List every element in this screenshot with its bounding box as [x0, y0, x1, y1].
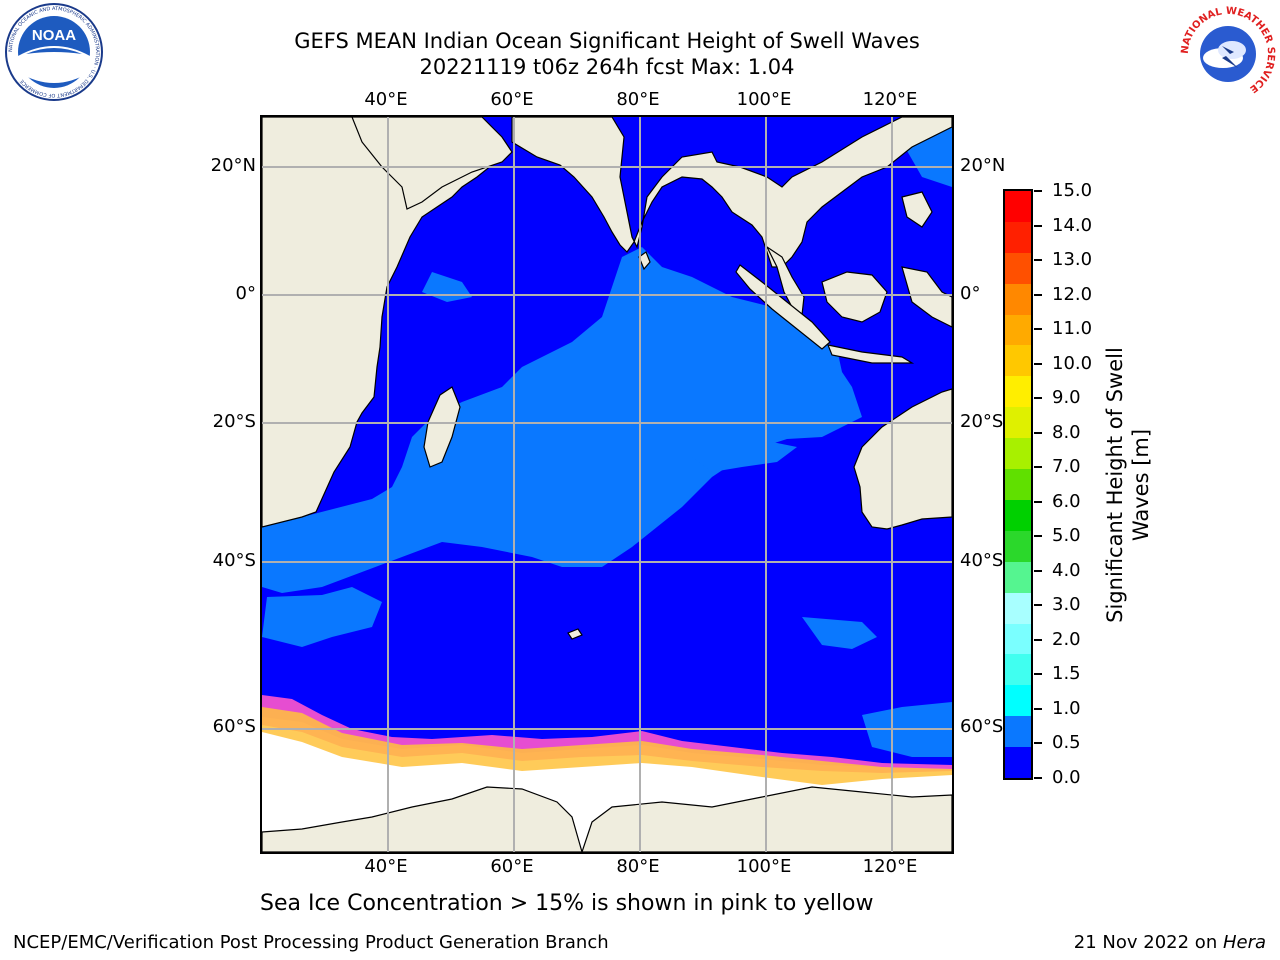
footer-host: Hera — [1222, 932, 1266, 953]
colorbar-tick — [1034, 362, 1042, 365]
colorbar-tick — [1034, 293, 1042, 296]
colorbar-tick-label: 7.0 — [1052, 456, 1081, 478]
noaa-logo: NOAA NATIONAL OCEANIC AND ATMOSPHERIC AD… — [4, 2, 104, 102]
colorbar-tick-label: 6.0 — [1052, 490, 1081, 512]
colorbar-segment — [1005, 623, 1031, 655]
colorbar-segment — [1005, 314, 1031, 346]
colorbar-segment — [1005, 437, 1031, 470]
lon-label-bottom-100e: 100°E — [736, 856, 792, 877]
colorbar-title: Significant Height of Swell Waves [m] — [1103, 347, 1153, 623]
map-panel — [260, 115, 954, 854]
colorbar-tick — [1034, 569, 1042, 572]
land — [262, 117, 952, 852]
colorbar-tick — [1034, 638, 1042, 641]
lat-label-right-20n: 20°N — [960, 155, 1006, 176]
lat-label-right-60s: 60°S — [960, 716, 1004, 737]
colorbar-segment — [1005, 375, 1031, 408]
colorbar-segment — [1005, 221, 1031, 253]
lat-label-right-0: 0° — [960, 283, 981, 304]
colorbar-tick-label: 11.0 — [1052, 318, 1093, 340]
colorbar-tick-label: 1.0 — [1052, 697, 1081, 719]
colorbar-tick-label: 1.5 — [1052, 663, 1081, 685]
colorbar-segment — [1005, 499, 1031, 531]
sea-ice-edge-yellow — [262, 707, 952, 785]
lat-label-left-20s: 20°S — [212, 411, 256, 432]
colorbar-tick-label: 0.0 — [1052, 767, 1081, 788]
colorbar-tick-label: 12.0 — [1052, 283, 1093, 305]
colorbar-tick — [1034, 673, 1042, 676]
colorbar-tick-label: 14.0 — [1052, 214, 1093, 236]
colorbar-tick-label: 13.0 — [1052, 249, 1093, 271]
lon-label-top-40e: 40°E — [364, 89, 408, 110]
colorbar-tick — [1034, 224, 1042, 227]
lon-label-bottom-120e: 120°E — [862, 856, 918, 877]
footer-date: 21 Nov 2022 on Hera — [1074, 932, 1266, 954]
lon-label-top-80e: 80°E — [616, 89, 660, 110]
colorbar-tick-label: 15.0 — [1052, 180, 1093, 201]
colorbar-tick — [1034, 742, 1042, 745]
footer-date-text: 21 Nov 2022 on — [1073, 932, 1223, 953]
colorbar-tick — [1034, 190, 1042, 192]
colorbar-tick — [1034, 466, 1042, 469]
colorbar-tick — [1034, 777, 1042, 779]
colorbar-segment — [1005, 561, 1031, 593]
colorbar-tick-label: 2.0 — [1052, 628, 1081, 650]
colorbar-tick — [1034, 535, 1042, 538]
colorbar-tick-label: 0.5 — [1052, 732, 1081, 754]
colorbar-segment — [1005, 592, 1031, 624]
colorbar-tick — [1034, 259, 1042, 262]
swell-0.5-1.0-region — [262, 117, 952, 757]
colorbar-tick-label: 5.0 — [1052, 525, 1081, 547]
lon-label-bottom-80e: 80°E — [616, 856, 660, 877]
colorbar-tick-label: 10.0 — [1052, 352, 1093, 374]
colorbar-segment — [1005, 190, 1031, 222]
map-title: GEFS MEAN Indian Ocean Significant Heigh… — [294, 29, 920, 53]
colorbar-segment — [1005, 344, 1031, 377]
colorbar-segment — [1005, 530, 1031, 562]
colorbar-tick — [1034, 328, 1042, 331]
colorbar-segment — [1005, 684, 1031, 717]
colorbar-segment — [1005, 653, 1031, 686]
colorbar-segment — [1005, 283, 1031, 315]
colorbar — [1003, 189, 1033, 780]
lon-label-bottom-40e: 40°E — [364, 856, 408, 877]
lon-label-top-60e: 60°E — [490, 89, 534, 110]
colorbar-tick-label: 9.0 — [1052, 387, 1081, 409]
lat-label-left-40s: 40°S — [212, 550, 256, 571]
colorbar-tick — [1034, 604, 1042, 607]
colorbar-segment — [1005, 715, 1031, 748]
map-subtitle: 20221119 t06z 264h fcst Max: 1.04 — [419, 55, 795, 79]
lon-label-top-100e: 100°E — [736, 89, 792, 110]
lat-label-right-20s: 20°S — [960, 411, 1004, 432]
map-canvas — [262, 117, 952, 852]
graticule — [262, 117, 952, 852]
lat-label-left-60s: 60°S — [212, 716, 256, 737]
colorbar-segment — [1005, 252, 1031, 284]
lon-label-bottom-60e: 60°E — [490, 856, 534, 877]
colorbar-segment — [1005, 468, 1031, 500]
colorbar-segment — [1005, 746, 1031, 778]
colorbar-tick — [1034, 397, 1042, 400]
lat-label-right-40s: 40°S — [960, 550, 1004, 571]
colorbar-segment — [1005, 406, 1031, 439]
colorbar-tick — [1034, 500, 1042, 503]
footer-credit: NCEP/EMC/Verification Post Processing Pr… — [13, 932, 609, 953]
sea-ice-note: Sea Ice Concentration > 15% is shown in … — [260, 891, 874, 916]
lon-label-top-120e: 120°E — [862, 89, 918, 110]
colorbar-tick-label: 3.0 — [1052, 594, 1081, 616]
svg-text:NOAA: NOAA — [32, 27, 76, 44]
nws-logo: NATIONAL WEATHER SERVICE — [1176, 2, 1280, 106]
colorbar-tick — [1034, 431, 1042, 434]
colorbar-tick-label: 8.0 — [1052, 421, 1081, 443]
colorbar-tick — [1034, 707, 1042, 710]
colorbar-tick-label: 4.0 — [1052, 559, 1081, 581]
lat-label-left-20n: 20°N — [210, 155, 256, 176]
lat-label-left-0: 0° — [235, 283, 256, 304]
